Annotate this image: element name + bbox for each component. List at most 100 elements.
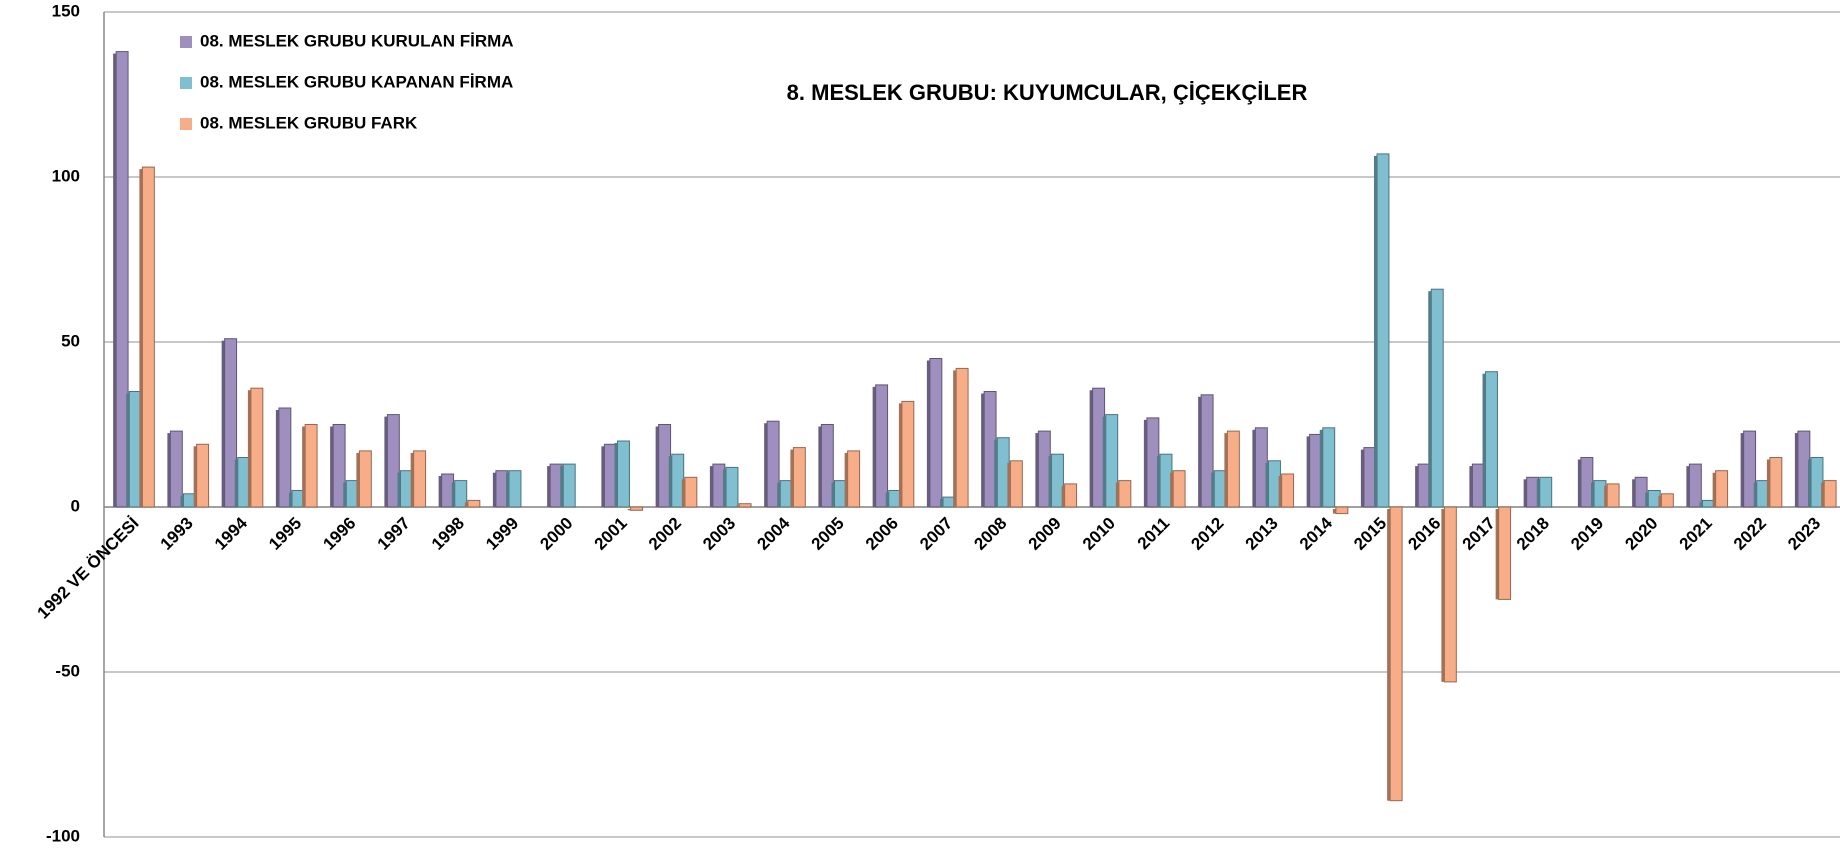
bar [1430,288,1444,508]
x-tick-label: 1993 [157,514,197,554]
bar [1064,483,1078,508]
x-tick-label: 2019 [1567,514,1607,554]
bar-side [1469,466,1473,507]
x-tick-label: 2016 [1404,514,1444,554]
bar-side [1306,436,1310,507]
bar-side [709,466,713,507]
bar-side [492,472,496,507]
bar [141,166,155,508]
bar [413,450,427,508]
bar-side [397,472,401,507]
bar-side [438,476,442,507]
bar-side [655,426,659,507]
bar-side [885,492,889,507]
legend-swatch [180,77,192,89]
y-tick-label: 50 [61,331,80,350]
x-tick-label: 2009 [1025,514,1065,554]
bar-side [1374,155,1378,507]
bar-side [1198,396,1202,507]
bar-side [560,466,564,507]
bar-side [1278,476,1282,507]
x-tick-label: 2011 [1134,514,1174,554]
bar-side [247,390,251,507]
bar-side [723,469,727,507]
bar-side [926,360,930,507]
bar-side [1699,502,1703,507]
bar-side [1591,482,1595,507]
bar-side [1482,373,1486,507]
x-tick-label: 2002 [645,514,685,554]
bar-side [681,479,685,507]
x-tick-label: 1996 [319,514,359,554]
x-tick-label: 2004 [753,513,794,554]
chart-title: 8. MESLEK GRUBU: KUYUMCULAR, ÇİÇEKÇİLER [787,80,1308,105]
bar-side [872,386,876,507]
bar-side [1089,390,1093,507]
bar-side [777,482,781,507]
bar-side [451,482,455,507]
bar-side [1658,495,1662,507]
bar [875,384,889,508]
bar-side [940,499,944,507]
bar-side [180,495,184,507]
bar [847,450,861,508]
bar-side [1428,291,1432,507]
bar-side [1319,429,1323,507]
bar-side [1766,459,1770,507]
bar-side [464,502,468,507]
bar [196,443,210,508]
x-tick-label: 2020 [1621,514,1661,554]
bar-side [343,482,347,507]
bar [508,470,522,508]
bar [278,407,292,508]
x-tick-label: 2001 [591,514,631,554]
bar-side [736,505,740,507]
bar-side [1645,492,1649,507]
bar-side [1265,462,1269,507]
bar-side [790,449,794,507]
bar-side [1157,456,1161,507]
x-tick-label: 2014 [1296,513,1337,554]
bar-side [1102,416,1106,507]
bar-side [1441,509,1445,682]
bar-side [1686,466,1690,507]
x-tick-label: 1999 [482,514,522,554]
bar-side [410,452,414,507]
bar-side [289,492,293,507]
x-tick-label: 2013 [1242,514,1282,554]
bar-side [831,482,835,507]
bar-side [1252,429,1256,507]
bar [1376,153,1390,508]
bar [1498,506,1512,600]
x-tick-label: 2003 [699,514,739,554]
bar [1118,480,1132,508]
bar-side [234,459,238,507]
bar-side [818,426,822,507]
bar-side [1577,459,1581,507]
bar-side [139,169,143,507]
bar [1172,470,1186,508]
x-tick-label: 2022 [1730,514,1770,554]
bar-side [1360,449,1364,507]
legend-swatch [180,118,192,130]
bar-side [1035,433,1039,507]
x-tick-label: 2005 [808,514,848,554]
bar [1335,506,1349,515]
legend-label: 08. MESLEK GRUBU KURULAN FİRMA [200,31,514,50]
bar-side [126,393,130,507]
bar [901,400,915,508]
bar [1688,463,1702,508]
bar [467,499,481,508]
bar-side [994,439,998,507]
bar-side [1604,485,1608,507]
bar-side [627,509,631,511]
bar-side [356,452,360,507]
y-tick-label: 150 [52,1,80,20]
bar [684,476,698,508]
x-tick-label: 1998 [428,514,468,554]
bar-side [1143,419,1147,507]
bar [1539,476,1553,508]
bar [738,503,752,508]
bar-side [844,452,848,507]
